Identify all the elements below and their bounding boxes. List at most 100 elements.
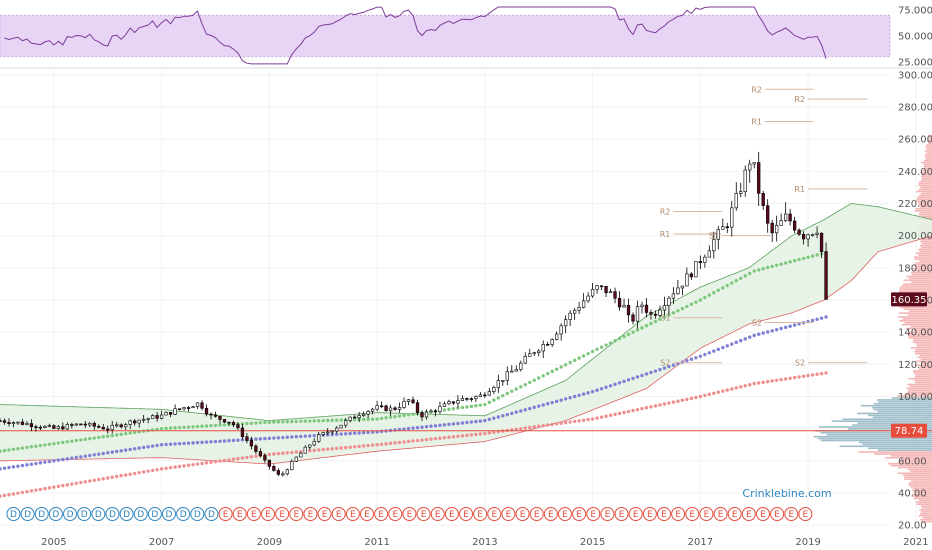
ma-green-dot [806,255,810,259]
ma-red-dot [667,401,671,405]
ma-red-dot [590,417,595,421]
ma-green-dot [168,426,173,430]
ma-blue-dot [25,463,29,467]
ma-green-dot [195,424,200,429]
ma-blue-dot [671,363,676,367]
volume-profile-bar [903,283,932,285]
volume-profile-bar [820,431,932,434]
ma-blue-dot [393,428,397,432]
ma-green-dot [379,416,384,421]
candle-body [703,256,707,263]
candle-body [97,425,101,428]
rsi-panel [0,6,891,65]
ma-green-dot [581,354,586,358]
candle-body [74,423,78,426]
volume-profile-bar [918,213,932,216]
candle-body [168,412,173,415]
ma-green-dot [725,283,729,288]
candle-body [164,412,168,416]
candle-body [797,229,801,235]
ma-green-dot [200,424,204,428]
event-label: E [463,510,469,520]
event-marker [515,507,530,521]
event-label: D [24,510,31,520]
volume-profile-bar [817,437,932,440]
volume-profile-bar [912,370,932,372]
event-marker [275,507,290,521]
ma-blue-dot [47,459,52,464]
event-label: E [520,510,526,520]
candle-body [348,416,352,421]
ma-blue-dot [815,317,819,322]
ma-red-dot [662,402,667,406]
volume-profile-bar [858,451,932,453]
ma-blue-dot [137,446,141,450]
volume-profile-bar [916,190,932,193]
ma-blue-dot [739,338,743,343]
event-marker [430,507,445,521]
ma-green-dot [559,365,563,369]
ma-blue-dot [819,316,824,320]
time-tick-label: 2013 [472,537,497,548]
ma-green-dot [685,304,689,309]
ma-red-dot [393,441,397,445]
candle-body [590,289,595,297]
ma-blue-dot [626,378,631,382]
ma-blue-dot [204,440,209,444]
event-marker [543,507,558,521]
volume-profile-bar [912,341,932,343]
candle-body [792,220,797,231]
volume-profile-bar [920,366,932,368]
event-label: E [491,510,497,520]
volume-profile-bar [914,256,932,258]
ma-blue-dot [177,441,182,446]
candle-body [411,399,415,403]
volume-profile-bar [915,501,932,504]
ma-red-dot [429,437,433,441]
ma-green-dot [276,420,281,424]
volume-profile-bar [906,387,932,390]
volume-profile-bar [915,200,932,202]
ma-green-dot [290,419,294,424]
ma-blue-dot [16,464,20,468]
candle-body [142,418,146,421]
event-label: E [675,510,681,520]
volume-profile-bar [901,458,932,461]
volume-profile-bar [910,470,932,473]
ma-red-dot [797,375,801,379]
ma-blue-dot [43,460,47,464]
event-marker [331,507,346,521]
volume-profile-bar [898,291,932,293]
candle-body [186,407,191,409]
event-marker [105,507,120,521]
volume-profile-bar [915,348,932,351]
candle-body [420,412,424,418]
candle-body [344,420,348,426]
candle-body [335,427,339,432]
ma-red-dot [357,444,361,449]
ma-red-dot [586,417,590,422]
ma-red-dot [155,467,159,472]
ma-green-dot [568,360,572,365]
candle-body [128,420,132,425]
ma-red-dot [456,434,460,439]
candle-body [429,410,433,413]
ma-red-dot [47,486,52,490]
ma-blue-dot [447,422,451,427]
ma-blue-dot [537,404,541,408]
ma-blue-dot [698,354,703,358]
ma-blue-dot [20,463,25,468]
volume-profile-bar [924,150,932,152]
ma-green-dot [734,278,738,283]
volume-profile-bar [872,416,932,419]
ma-red-dot [447,435,451,439]
volume-profile-bar [891,397,932,399]
candle-body [7,422,11,425]
candle-body [52,425,56,429]
candle-body [218,416,222,420]
ma-green-dot [572,358,577,363]
ma-green-dot [519,385,523,389]
time-tick-label: 2017 [688,537,713,548]
price-tick-label: 180.00 [898,263,932,274]
ma-green-dot [730,281,734,285]
